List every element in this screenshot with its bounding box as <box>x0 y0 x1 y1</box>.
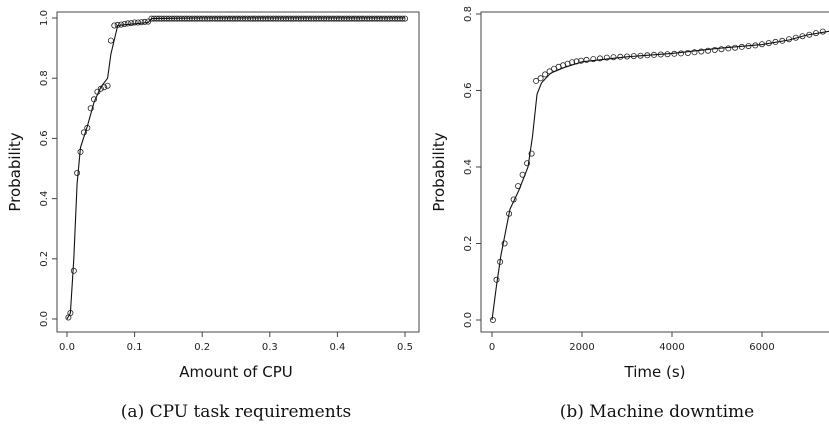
y-tick-label: 0.0 <box>39 311 50 327</box>
x-tick-label: 0.5 <box>397 342 413 353</box>
figure-caption: (b) Machine downtime <box>560 402 754 422</box>
data-point <box>70 267 77 274</box>
data-point <box>603 54 610 61</box>
figure-caption: (a) CPU task requirements <box>121 402 351 422</box>
data-point <box>537 75 544 82</box>
data-point <box>121 20 128 27</box>
x-tick-label: 0.0 <box>59 342 75 353</box>
y-axis: 0.0 0.2 0.4 0.6 0.8 <box>463 6 481 328</box>
data-point <box>698 48 705 55</box>
x-axis-title: Amount of CPU <box>179 363 292 381</box>
data-point <box>97 85 104 92</box>
data-point <box>87 105 94 112</box>
data-point <box>711 47 718 54</box>
x-tick-label: 0 <box>489 342 495 353</box>
fitted-curve <box>491 30 829 321</box>
data-point <box>401 15 408 22</box>
x-axis: 0.0 0.1 0.2 0.3 0.4 0.5 <box>59 332 413 353</box>
cpu-requirements-chart: 0.0 0.1 0.2 0.3 0.4 0.5 0.0 0.2 0.4 0.6 0.8 1.0 Am… <box>6 10 420 422</box>
x-tick-label: 0.3 <box>262 342 278 353</box>
y-tick-label: 0.8 <box>463 6 474 22</box>
data-point <box>705 47 712 54</box>
data-point <box>718 46 725 53</box>
data-point <box>489 316 496 323</box>
data-point <box>104 82 111 89</box>
data-point <box>799 33 806 40</box>
y-axis: 0.0 0.2 0.4 0.6 0.8 1.0 <box>39 10 57 327</box>
data-point <box>101 84 108 91</box>
x-tick-label: 2000 <box>569 342 594 353</box>
x-axis: 02000400060008000 <box>489 332 775 353</box>
data-point <box>583 56 590 63</box>
y-tick-label: 0.2 <box>463 236 474 252</box>
data-point <box>134 19 141 26</box>
x-tick-label: 0.1 <box>127 342 143 353</box>
data-point <box>725 45 732 52</box>
data-point <box>524 160 531 167</box>
plot-frame <box>480 11 829 333</box>
data-point <box>74 169 81 176</box>
data-point <box>141 18 148 25</box>
y-tick-label: 0.6 <box>39 130 50 146</box>
y-tick-label: 0.8 <box>39 70 50 86</box>
data-point <box>590 56 597 63</box>
x-tick-label: 0.2 <box>194 342 210 353</box>
machine-downtime-chart: 02000400060008000 0.00.20.40.60.8 Time (… <box>430 6 829 422</box>
data-point <box>145 18 152 25</box>
y-tick-label: 0.0 <box>463 312 474 328</box>
data-point <box>111 22 118 29</box>
data-point <box>501 240 508 247</box>
x-axis-title: Time (s) <box>624 363 686 381</box>
data-point <box>533 77 540 84</box>
data-point <box>124 20 131 27</box>
data-point <box>542 71 549 78</box>
data-point <box>128 20 135 27</box>
y-tick-label: 0.4 <box>463 159 474 175</box>
data-point <box>493 276 500 283</box>
data-point <box>684 50 691 57</box>
x-tick-label: 6000 <box>749 342 774 353</box>
data-point <box>138 19 145 26</box>
data-point <box>107 37 114 44</box>
data-point <box>399 15 406 22</box>
data-point <box>597 55 604 62</box>
data-point <box>80 129 87 136</box>
plot-frame <box>56 11 420 333</box>
x-tick-label: 0.4 <box>329 342 345 353</box>
series-group <box>489 28 829 323</box>
data-point <box>732 44 739 51</box>
fitted-curve <box>66 17 405 320</box>
series-group <box>65 15 408 321</box>
data-point <box>691 49 698 56</box>
y-tick-label: 0.4 <box>39 191 50 207</box>
y-axis-title: Probability <box>430 132 448 211</box>
x-tick-label: 4000 <box>659 342 684 353</box>
data-point <box>610 54 617 61</box>
data-point <box>678 50 685 57</box>
y-tick-label: 0.2 <box>39 251 50 267</box>
y-tick-label: 1.0 <box>39 10 50 26</box>
data-point <box>131 19 138 26</box>
data-point <box>528 150 535 157</box>
y-tick-label: 0.6 <box>463 83 474 99</box>
y-axis-title: Probability <box>6 132 24 211</box>
